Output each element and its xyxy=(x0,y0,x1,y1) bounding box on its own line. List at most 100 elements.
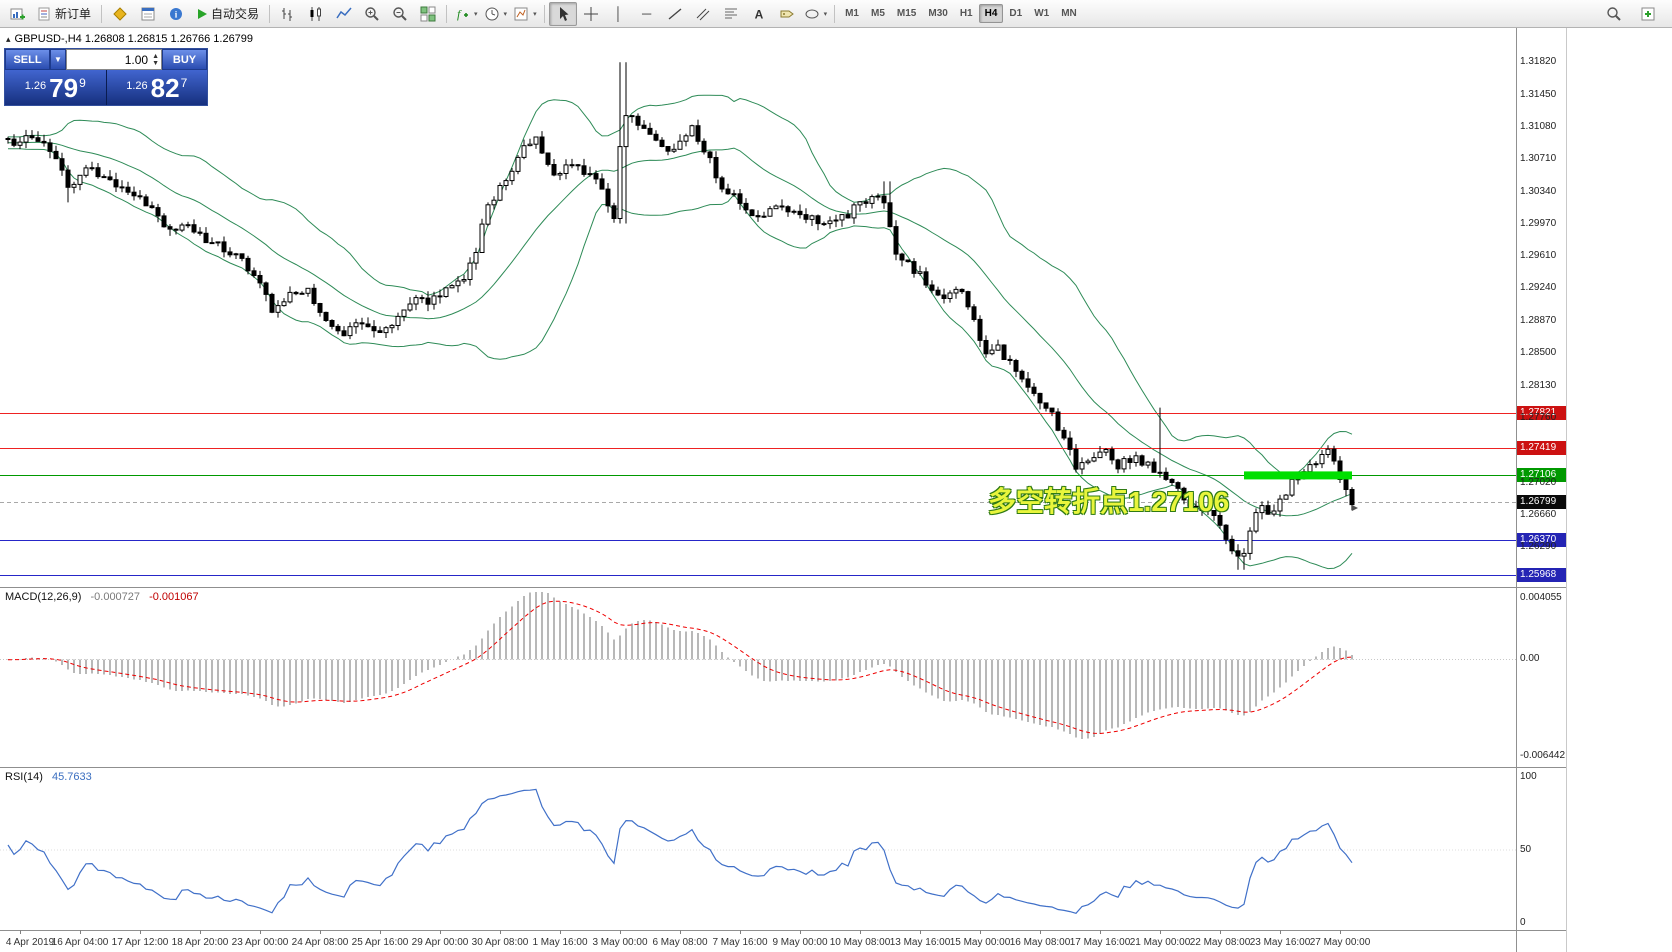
buy-button[interactable]: BUY xyxy=(162,49,207,70)
label-tool-icon[interactable] xyxy=(773,2,801,26)
candle-body xyxy=(311,287,317,304)
buy-price-button[interactable]: 1.26 82 7 xyxy=(106,70,207,105)
candle-body xyxy=(1313,463,1319,466)
time-axis-label: 16 May 08:00 xyxy=(1009,937,1071,948)
macd-axis-label: 0.00 xyxy=(1520,653,1540,665)
candle-body xyxy=(359,322,365,325)
profiles-icon[interactable] xyxy=(106,2,134,26)
price-axis-tick: 1.26660 xyxy=(1520,508,1557,520)
sell-price-pip: 9 xyxy=(79,76,86,90)
text-tool-icon[interactable]: A xyxy=(745,2,773,26)
trendline-tool-icon[interactable] xyxy=(661,2,689,26)
bar-chart-icon[interactable] xyxy=(274,2,302,26)
indicators-icon[interactable]: f ▾ xyxy=(451,2,481,26)
candle-body xyxy=(11,138,17,146)
periods-icon[interactable]: ▾ xyxy=(481,2,511,26)
templates-icon[interactable]: ▾ xyxy=(510,2,540,26)
sell-button[interactable]: SELL xyxy=(5,49,50,70)
panel-divider[interactable] xyxy=(0,767,1566,768)
sell-price-button[interactable]: 1.26 79 9 xyxy=(5,70,107,105)
candle-body xyxy=(1103,449,1109,453)
candle-body xyxy=(971,306,977,320)
market-watch-icon[interactable] xyxy=(134,2,162,26)
time-axis-tick xyxy=(680,930,681,934)
rsi-indicator-chart[interactable] xyxy=(0,768,1516,930)
candle-body xyxy=(857,201,863,206)
price-chart[interactable] xyxy=(0,28,1516,586)
timeframe-m5[interactable]: M5 xyxy=(871,8,885,19)
candle-body xyxy=(269,293,275,313)
price-axis-tick: 1.28500 xyxy=(1520,347,1557,359)
timeframe-m15[interactable]: M15 xyxy=(896,8,917,19)
candle-body xyxy=(965,291,971,308)
panel-divider[interactable] xyxy=(0,587,1566,588)
line-chart-icon[interactable] xyxy=(330,2,358,26)
candle-body xyxy=(161,215,167,228)
timeframe-m30[interactable]: M30 xyxy=(928,8,948,19)
horizontal-line-tool-icon[interactable]: ─ xyxy=(641,6,652,21)
buy-price-main: 82 xyxy=(150,73,180,103)
volume-up-button[interactable]: ▲ xyxy=(152,52,159,60)
add-chart-icon[interactable] xyxy=(1634,2,1662,26)
zoom-in-icon[interactable] xyxy=(358,2,386,26)
timeframe-m1[interactable]: M1 xyxy=(845,8,859,19)
time-axis-tick xyxy=(80,930,81,934)
main-toolbar: 新订单 i 自动交易 xyxy=(0,0,1672,28)
timeframe-h4[interactable]: H4 xyxy=(978,4,1004,23)
candle-body xyxy=(1049,407,1055,413)
timeframe-mn[interactable]: MN xyxy=(1061,8,1077,19)
volume-input[interactable]: 1.00 ▲ ▼ xyxy=(66,49,162,70)
candle-body xyxy=(263,282,269,295)
zoom-out-icon[interactable] xyxy=(386,2,414,26)
candle-body xyxy=(515,156,521,172)
candle-body xyxy=(1241,552,1247,557)
candle-body xyxy=(779,205,785,208)
candle-body xyxy=(1025,378,1031,388)
autotrade-button[interactable]: 自动交易 xyxy=(190,3,265,25)
fibonacci-tool-icon[interactable] xyxy=(717,2,745,26)
timeframe-w1[interactable]: W1 xyxy=(1034,8,1050,19)
volume-down-button[interactable]: ▼ xyxy=(152,59,159,67)
candle-body xyxy=(1247,530,1253,554)
candle-body xyxy=(113,179,119,188)
candle-body xyxy=(1223,524,1229,540)
rsi-header: RSI(14) 45.7633 xyxy=(5,771,92,783)
data-window-icon[interactable]: i xyxy=(162,2,190,26)
crosshair-tool-icon[interactable] xyxy=(577,2,605,26)
time-axis-label: 23 May 16:00 xyxy=(1249,937,1311,948)
candle-body xyxy=(707,151,713,159)
candle-body xyxy=(455,280,461,287)
channel-tool-icon[interactable] xyxy=(689,2,717,26)
time-axis-label: 13 May 16:00 xyxy=(889,937,951,948)
new-order-button[interactable]: 新订单 xyxy=(32,3,97,25)
shapes-tool-icon[interactable]: ▾ xyxy=(801,2,831,26)
candle-body xyxy=(1037,392,1043,404)
candlestick-chart-icon[interactable] xyxy=(302,2,330,26)
pivot-highlight-segment[interactable] xyxy=(1244,471,1352,480)
candle-body xyxy=(287,291,293,303)
candle-body xyxy=(143,196,149,207)
candle-body xyxy=(935,289,941,296)
autotrade-label: 自动交易 xyxy=(211,7,260,21)
timeframe-d1[interactable]: D1 xyxy=(1009,8,1023,19)
candle-body xyxy=(335,325,341,332)
candle-body xyxy=(1031,386,1037,394)
candle-body xyxy=(653,133,659,141)
price-axis-tick: 1.31450 xyxy=(1520,88,1557,100)
one-click-toggle-icon[interactable]: ▴ xyxy=(6,33,11,44)
price-axis-tick: 1.29610 xyxy=(1520,249,1557,261)
timeframe-h1[interactable]: H1 xyxy=(959,8,973,19)
order-type-dropdown[interactable]: ▼ xyxy=(50,49,66,70)
search-icon[interactable] xyxy=(1600,2,1628,26)
new-chart-icon[interactable] xyxy=(4,2,32,26)
candle-body xyxy=(1073,448,1079,470)
macd-indicator-chart[interactable] xyxy=(0,588,1516,766)
candle-body xyxy=(917,271,923,274)
vertical-line-tool-icon[interactable]: │ xyxy=(614,6,623,21)
time-axis-tick xyxy=(1160,930,1161,934)
candle-body xyxy=(1163,471,1169,480)
tile-windows-icon[interactable] xyxy=(414,2,442,26)
cursor-tool-icon[interactable] xyxy=(548,1,577,26)
svg-text:f: f xyxy=(457,7,462,21)
time-axis-tick xyxy=(860,930,861,934)
